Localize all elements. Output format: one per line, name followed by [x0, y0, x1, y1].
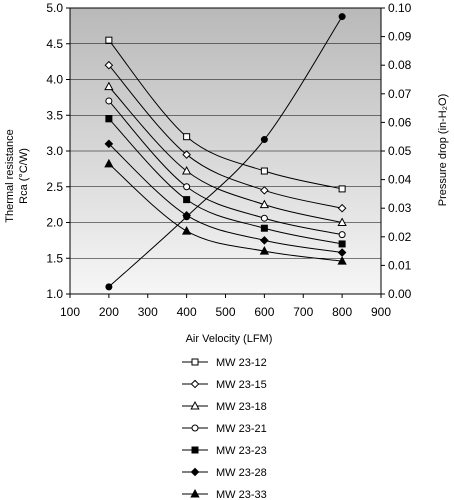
- y-axis-label-left-line2: Rca (°C/W): [18, 148, 30, 204]
- data-point-series-3: [259, 199, 270, 209]
- x-tick-label: 200: [99, 305, 119, 319]
- legend-marker: [190, 379, 200, 389]
- data-point-series-5: [183, 196, 191, 204]
- series-line-1: [108, 39, 343, 190]
- data-point-series-3: [337, 217, 347, 226]
- x-tick-label: 900: [371, 305, 391, 319]
- legend-label: MW 23-33: [216, 489, 267, 500]
- data-point-series-2: [182, 150, 191, 159]
- left-tick-label: 4.5: [46, 37, 63, 51]
- right-tick-label: 0.09: [388, 30, 412, 44]
- data-point-series-4: [260, 214, 268, 222]
- left-tick-label: 4.0: [46, 73, 63, 87]
- legend-label: MW 23-12: [216, 357, 267, 369]
- grid-lines: [70, 43, 381, 259]
- legend-marker: [191, 424, 199, 432]
- right-tick-label: 0.00: [388, 287, 412, 301]
- right-tick-label: 0.10: [388, 1, 412, 15]
- x-axis: 100 200 300 400 500 600 700 800 900: [60, 294, 391, 319]
- data-point-series-6: [260, 236, 269, 245]
- left-tick-label: 2.0: [46, 216, 63, 230]
- data-point-series-2: [337, 203, 347, 213]
- legend-label: MW 23-28: [216, 467, 267, 479]
- data-point-series-6: [104, 139, 114, 149]
- pressure-drop-line: [108, 16, 343, 288]
- series-line-4: [108, 100, 343, 236]
- y-axis-label-left-line1: Thermal resistance: [4, 129, 16, 223]
- y-axis-label-right: Pressure drop (in-H₂O): [437, 94, 449, 206]
- legend-marker: [190, 488, 200, 498]
- pressure-drop-point: [338, 13, 346, 21]
- data-point-series-4: [338, 231, 346, 239]
- legend-label: MW 23-18: [216, 401, 267, 413]
- legend-marker: [191, 446, 199, 454]
- left-tick-label: 5.0: [46, 1, 63, 15]
- legend-label: MW 23-21: [216, 423, 267, 435]
- x-tick-label: 100: [60, 305, 80, 319]
- left-axis: 1.0 1.5 2.0 2.5 3.0 3.5 4.0 4.5 5.0: [46, 1, 70, 301]
- data-point-series-1: [338, 185, 346, 193]
- data-point-series-7: [259, 246, 270, 255]
- series-line-5: [108, 118, 343, 245]
- data-point-series-3: [104, 81, 114, 91]
- data-point-series-5: [338, 240, 346, 248]
- left-tick-label: 2.5: [46, 180, 63, 194]
- series-line-6: [108, 143, 343, 254]
- pressure-drop-point: [183, 213, 191, 221]
- x-tick-label: 600: [254, 305, 274, 319]
- data-point-series-7: [337, 256, 347, 265]
- x-tick-label: 400: [177, 305, 197, 319]
- legend-marker: [190, 467, 200, 477]
- right-tick-label: 0.02: [388, 230, 412, 244]
- x-axis-label: Air Velocity (LFM): [186, 333, 273, 345]
- legend-marker: [191, 358, 199, 366]
- x-tick-label: 500: [215, 305, 235, 319]
- right-tick-label: 0.04: [388, 173, 412, 187]
- right-tick-label: 0.07: [388, 87, 412, 101]
- pressure-drop-point: [260, 136, 268, 144]
- left-tick-label: 1.0: [46, 287, 63, 301]
- pressure-drop-point: [105, 283, 113, 291]
- right-axis: 0.00 0.01 0.02 0.03 0.04 0.05 0.06 0.07 0.08 0.09…: [381, 1, 412, 301]
- x-tick-label: 300: [138, 305, 158, 319]
- data-point-series-4: [183, 183, 191, 191]
- series-line-2: [108, 64, 343, 209]
- right-tick-label: 0.05: [388, 144, 412, 158]
- legend-label: MW 23-15: [216, 379, 267, 391]
- left-tick-label: 3.5: [46, 108, 63, 122]
- data-point-series-4: [105, 97, 113, 105]
- left-tick-label: 3.0: [46, 144, 63, 158]
- right-tick-label: 0.03: [388, 201, 412, 215]
- series-line-7: [108, 163, 343, 262]
- right-tick-label: 0.01: [388, 258, 412, 272]
- data-point-series-5: [260, 224, 268, 232]
- left-tick-label: 1.5: [46, 251, 63, 265]
- legend: MW 23-12 MW 23-15 MW 23-18 MW 23-21 MW 23-23…: [182, 357, 267, 500]
- data-point-series-5: [105, 115, 113, 123]
- data-point-series-1: [260, 167, 268, 175]
- data-point-series-1: [183, 133, 191, 141]
- legend-label: MW 23-23: [216, 445, 267, 457]
- data-point-series-1: [105, 36, 113, 44]
- x-tick-label: 800: [332, 305, 352, 319]
- data-point-series-3: [181, 165, 192, 175]
- data-point-series-7: [104, 158, 114, 168]
- data-point-series-7: [181, 226, 192, 235]
- series-layer: [104, 13, 347, 291]
- data-point-series-2: [104, 60, 114, 70]
- data-point-series-2: [260, 186, 269, 195]
- right-tick-label: 0.06: [388, 115, 412, 129]
- right-tick-label: 0.08: [388, 58, 412, 72]
- legend-marker: [190, 400, 200, 410]
- x-tick-label: 700: [293, 305, 313, 319]
